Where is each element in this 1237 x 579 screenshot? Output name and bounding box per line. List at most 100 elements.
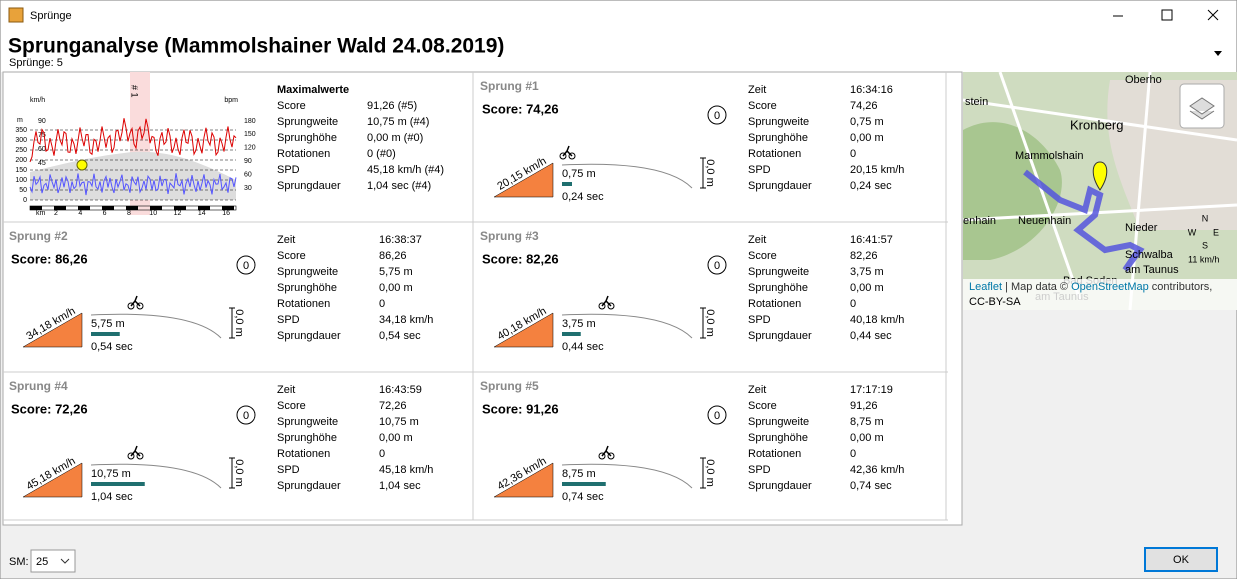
- row-value: 74,26: [850, 100, 878, 112]
- maximize[interactable]: [1161, 9, 1173, 21]
- left-tick: 200: [15, 157, 27, 164]
- left-tick: 150: [15, 167, 27, 174]
- header-title: Sprunganalyse (Mammolshainer Wald 24.08.…: [8, 35, 504, 58]
- jump-score: Score: 86,26: [11, 251, 88, 266]
- row-label: Rotationen: [277, 298, 330, 310]
- jump-title: Sprung #4: [9, 379, 68, 393]
- road: [962, 203, 1237, 222]
- row-value: 0: [850, 298, 856, 310]
- hr-tick: 150: [244, 131, 256, 138]
- x-tick: 2: [54, 210, 58, 217]
- attribution-part[interactable]: OpenStreetMap: [1071, 281, 1149, 293]
- distance-bar: [562, 332, 581, 336]
- x-tick: 16: [222, 210, 230, 217]
- window-title: Sprünge: [30, 10, 72, 22]
- height-bracket: [700, 307, 706, 339]
- distance-label: 8,75 m: [562, 468, 596, 480]
- rider: [601, 445, 612, 457]
- close[interactable]: [1207, 9, 1219, 21]
- place-label: Nieder: [1125, 222, 1158, 234]
- row-label: SPD: [748, 464, 771, 476]
- x-tick: 8: [127, 210, 131, 217]
- wheel: [127, 302, 135, 310]
- hr-tick: 120: [244, 145, 256, 152]
- bike-icon: [127, 295, 144, 310]
- left-tick: 300: [15, 137, 27, 144]
- row-label: Sprunghöhe: [277, 132, 337, 144]
- speed-line: [29, 173, 237, 196]
- row-value: 0,00 m: [379, 282, 413, 294]
- row-label: Score: [748, 100, 777, 112]
- attribution-part: contributors,: [1149, 281, 1213, 293]
- position-dot: [76, 159, 88, 171]
- header-dropdown[interactable]: [1214, 51, 1222, 56]
- row-label: Sprunghöhe: [748, 132, 808, 144]
- row-value: 5,75 m: [379, 266, 413, 278]
- row-label: Sprungweite: [277, 116, 338, 128]
- jump-panel: [2, 71, 963, 526]
- sm-select[interactable]: [30, 549, 76, 573]
- row-label: Zeit: [277, 384, 295, 396]
- row-label: Sprungweite: [748, 416, 809, 428]
- row-label: Sprunghöhe: [277, 432, 337, 444]
- row-value: 0: [850, 448, 856, 460]
- flight-arc: [561, 463, 693, 489]
- row-value: 0,74 sec: [850, 480, 892, 492]
- rotation-value: 0: [243, 260, 249, 272]
- row-value: 16:41:57: [850, 234, 893, 246]
- row-value: 10,75 m (#4): [367, 116, 429, 128]
- rider: [130, 445, 141, 457]
- row-label: Rotationen: [277, 448, 330, 460]
- hr-tick: 90: [244, 158, 252, 165]
- row-label: Sprungdauer: [748, 330, 812, 342]
- row-value: 86,26: [379, 250, 407, 262]
- ramp: [493, 462, 554, 498]
- row-label: SPD: [748, 164, 771, 176]
- ok-label: OK: [1173, 554, 1190, 566]
- row-label: SPD: [748, 314, 771, 326]
- jump-cell: Sprung #1 Score: 74,26 0 20,15 km/h 0,75 m 0,…: [480, 79, 904, 203]
- distance-bar: [562, 482, 606, 486]
- ramp: [22, 312, 83, 348]
- height-bracket: [700, 157, 706, 189]
- distance-label: 10,75 m: [91, 468, 131, 480]
- row-label: Score: [277, 250, 306, 262]
- row-label: Sprunghöhe: [277, 282, 337, 294]
- row-label: Sprungweite: [277, 416, 338, 428]
- rider: [601, 295, 612, 307]
- max-title: Maximalwerte: [277, 84, 349, 96]
- left-tick: 250: [15, 147, 27, 154]
- height-label: 0,0 m: [704, 159, 716, 187]
- wheel: [127, 452, 135, 460]
- map-speed: 11 km/h: [1188, 254, 1219, 264]
- rider: [130, 295, 141, 307]
- road: [1128, 71, 1152, 311]
- attribution: Leaflet | Map data © OpenStreetMap contr…: [969, 281, 1212, 293]
- attribution-bg: [963, 279, 1237, 310]
- ok-button[interactable]: [1144, 547, 1218, 572]
- row-value: 0,00 m: [379, 432, 413, 444]
- attribution-part[interactable]: Leaflet: [969, 281, 1002, 293]
- license-link[interactable]: CC-BY-SA: [969, 296, 1021, 308]
- row-label: Sprungdauer: [277, 480, 341, 492]
- speed-tick: 45: [38, 160, 46, 167]
- height-label: 0,0 m: [704, 459, 716, 487]
- flight-arc: [561, 313, 693, 339]
- speed-tick: 60: [38, 146, 46, 153]
- place-label: enhain: [963, 215, 996, 227]
- row-label: Zeit: [748, 84, 766, 96]
- speed-tick: 75: [38, 132, 46, 139]
- row-label: Rotationen: [277, 148, 330, 160]
- place-label: Oberho: [1125, 74, 1162, 86]
- rotation-circle: [707, 105, 727, 125]
- row-label: Sprungweite: [277, 266, 338, 278]
- x-tick: 4: [78, 210, 82, 217]
- height-bracket: [229, 457, 235, 489]
- row-label: Score: [748, 400, 777, 412]
- row-value: 16:38:37: [379, 234, 422, 246]
- map: stein Oberho Kronberg Mammolshain enhain Neue…: [962, 71, 1237, 311]
- duration-label: 0,24 sec: [562, 191, 604, 203]
- header: [1, 31, 1236, 72]
- hr-unit: bpm: [224, 97, 238, 104]
- distance-label: 3,75 m: [562, 318, 596, 330]
